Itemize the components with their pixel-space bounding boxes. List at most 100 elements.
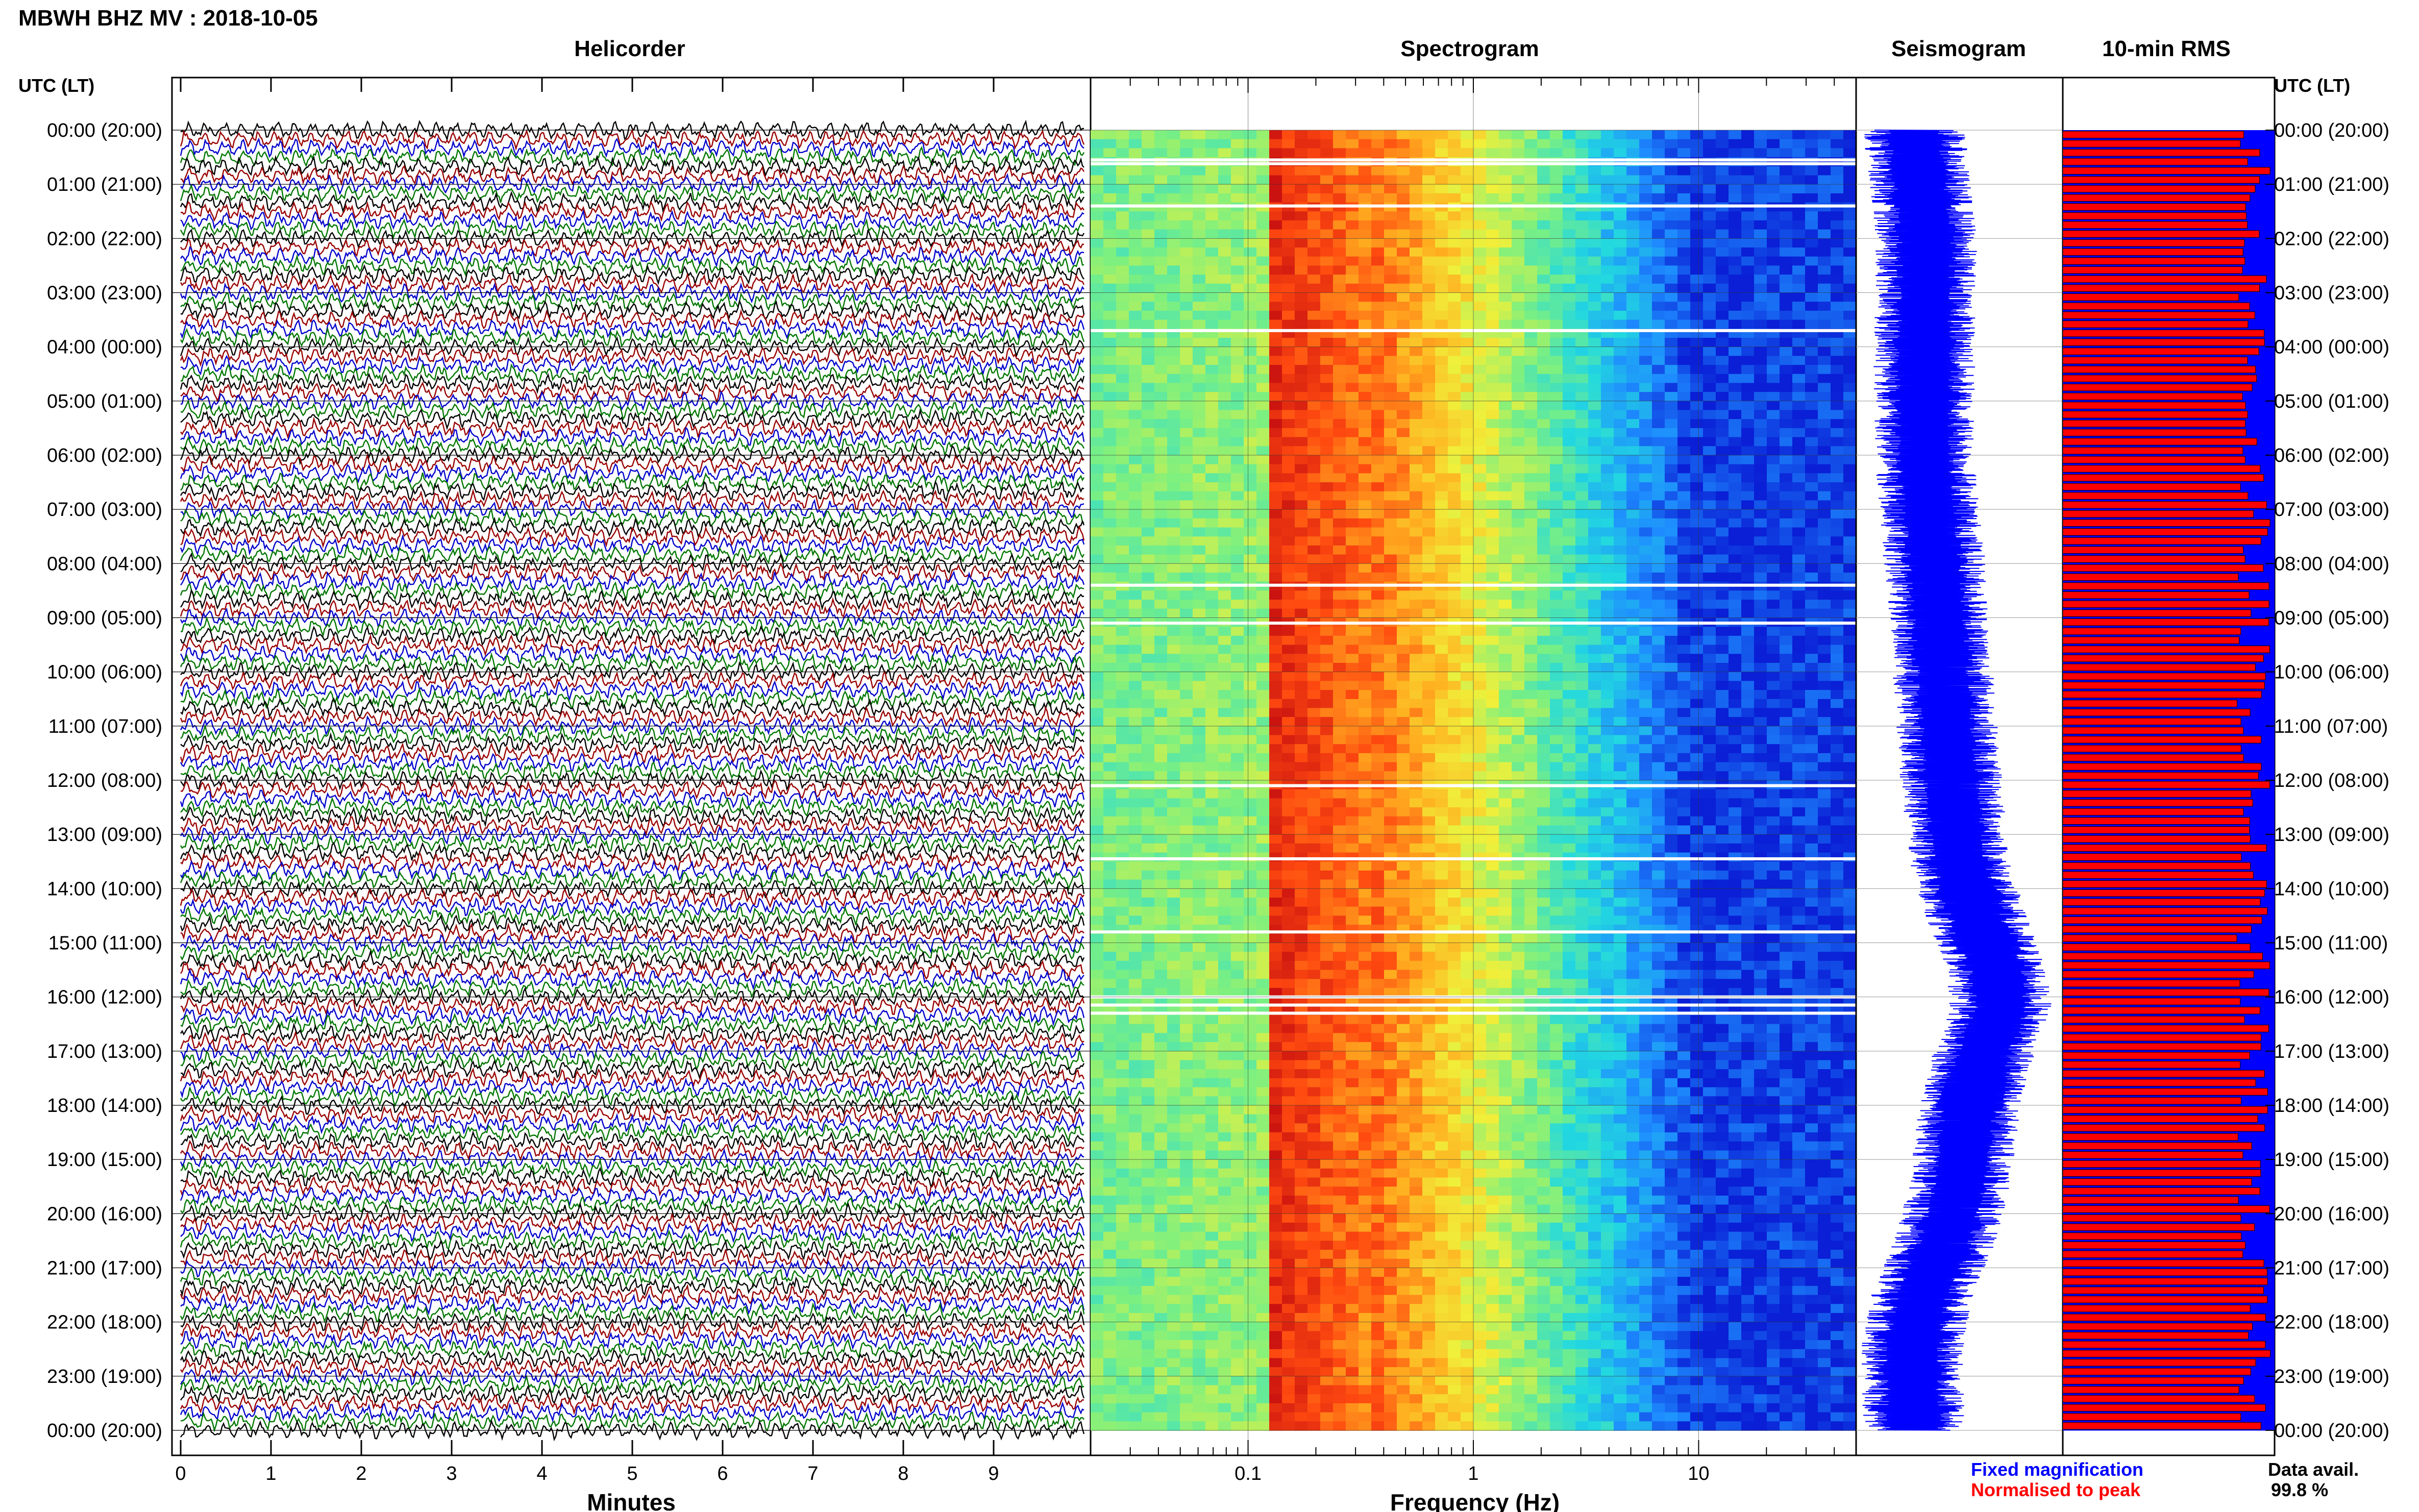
spectrogram-cell	[1703, 735, 1716, 745]
helicorder-line	[180, 472, 1085, 493]
spectrogram-cell	[1652, 753, 1665, 763]
spectrogram-cell	[1473, 482, 1487, 492]
spectrogram-cell	[1461, 166, 1474, 176]
helicorder-line	[180, 1148, 1084, 1171]
spectrogram-cell	[1231, 645, 1244, 655]
spectrogram-cell	[1461, 798, 1474, 808]
spectrogram-cell	[1729, 184, 1742, 194]
spectrogram-cell	[1639, 600, 1652, 609]
spectrogram-cell	[1729, 509, 1742, 519]
spectrogram-cell	[1524, 645, 1538, 655]
spectrogram-cell	[1295, 699, 1308, 709]
spectrogram-cell	[1652, 545, 1665, 555]
spectrogram-cell	[1371, 699, 1385, 709]
spectrogram-cell	[1320, 789, 1334, 799]
spectrogram-cell	[1205, 175, 1219, 185]
spectrogram-cell	[1435, 789, 1448, 799]
spectrogram-cell	[1461, 771, 1474, 781]
spectrogram-cell	[1639, 708, 1652, 717]
spectrogram-cell	[1397, 356, 1410, 365]
spectrogram-cell	[1652, 563, 1665, 573]
spectrogram-cell	[1473, 365, 1487, 375]
spectrogram-cell	[1307, 139, 1321, 149]
spectrogram-cell	[1792, 473, 1806, 483]
spectrogram-cell	[1142, 229, 1155, 239]
spectrogram-cell	[1205, 600, 1219, 609]
seismogram-title: Seismogram	[1891, 36, 2026, 61]
spectrogram-cell	[1588, 356, 1601, 365]
spectrogram-cell	[1729, 771, 1742, 781]
spectrogram-cell	[1665, 346, 1678, 357]
spectrogram-cell	[1282, 247, 1295, 257]
spectrogram-cell	[1461, 635, 1474, 646]
spectrogram-cell	[1269, 825, 1282, 835]
spectrogram-cell	[1818, 536, 1831, 546]
spectrogram-cell	[1512, 536, 1525, 546]
spectrogram-cell	[1218, 437, 1231, 447]
spectrogram-cell	[1307, 600, 1321, 609]
spectrogram-cell	[1818, 690, 1831, 700]
spectrogram-cell	[1767, 310, 1780, 320]
spectrogram-cell	[1384, 455, 1397, 465]
spectrogram-cell	[1269, 545, 1282, 555]
spectrogram-cell	[1142, 473, 1155, 483]
spectrogram-cell	[1780, 500, 1793, 510]
spectrogram-cell	[1843, 275, 1857, 284]
spectrogram-cell	[1167, 410, 1180, 419]
spectrogram-cell	[1626, 220, 1640, 230]
spectrogram-cell	[1205, 464, 1219, 474]
spectrogram-cell	[1754, 554, 1767, 564]
spectrogram-cell	[1486, 573, 1499, 582]
spectrogram-cell	[1269, 753, 1282, 763]
spectrogram-cell	[1754, 446, 1767, 456]
spectrogram-cell	[1601, 292, 1614, 302]
spectrogram-cell	[1639, 184, 1652, 194]
spectrogram-cell	[1780, 744, 1793, 754]
spectrogram-cell	[1499, 365, 1512, 375]
spectrogram-cell	[1690, 654, 1704, 663]
spectrogram-cell	[1180, 726, 1193, 736]
spectrogram-cell	[1601, 482, 1614, 492]
spectrogram-cell	[1129, 256, 1142, 266]
spectrogram-cell	[1269, 717, 1282, 727]
spectrogram-cell	[1167, 726, 1180, 736]
spectrogram-cell	[1129, 275, 1142, 284]
spectrogram-cell	[1818, 238, 1831, 248]
spectrogram-cell	[1218, 672, 1231, 682]
spectrogram-cell	[1142, 699, 1155, 709]
spectrogram-cell	[1103, 338, 1117, 348]
spectrogram-cell	[1231, 464, 1244, 474]
spectrogram-cell	[1652, 437, 1665, 447]
spectrogram-cell	[1384, 554, 1397, 564]
spectrogram-cell	[1601, 681, 1614, 690]
spectrogram-cell	[1461, 184, 1474, 194]
spectrogram-cell	[1269, 608, 1282, 618]
spectrogram-cell	[1741, 545, 1755, 555]
spectrogram-cell	[1231, 446, 1244, 456]
spectrogram-cell	[1703, 681, 1716, 690]
spectrogram-cell	[1397, 518, 1410, 528]
spectrogram-cell	[1780, 211, 1793, 221]
spectrogram-cell	[1499, 455, 1512, 465]
spectrogram-cell	[1231, 220, 1244, 230]
spectrogram-cell	[1256, 356, 1270, 365]
spectrogram-cell	[1473, 600, 1487, 609]
spectrogram-cell	[1805, 699, 1818, 709]
spectrogram-cell	[1486, 365, 1499, 375]
spectrogram-cell	[1754, 220, 1767, 230]
spectrogram-cell	[1805, 338, 1818, 348]
spectrogram-cell	[1614, 419, 1627, 429]
spectrogram-cell	[1716, 536, 1729, 546]
spectrogram-cell	[1282, 554, 1295, 564]
spectrogram-cell	[1448, 419, 1461, 429]
spectrogram-cell	[1231, 148, 1244, 158]
spectrogram-cell	[1116, 446, 1129, 456]
spectrogram-cell	[1716, 229, 1729, 239]
spectrogram-cell	[1639, 590, 1652, 600]
spectrogram-cell	[1167, 130, 1180, 140]
spectrogram-cell	[1486, 148, 1499, 158]
spectrogram-cell	[1422, 365, 1436, 375]
right-time-label: 04:00 (00:00)	[2274, 337, 2389, 358]
spectrogram-cell	[1805, 527, 1818, 537]
spectrogram-cell	[1448, 319, 1461, 330]
